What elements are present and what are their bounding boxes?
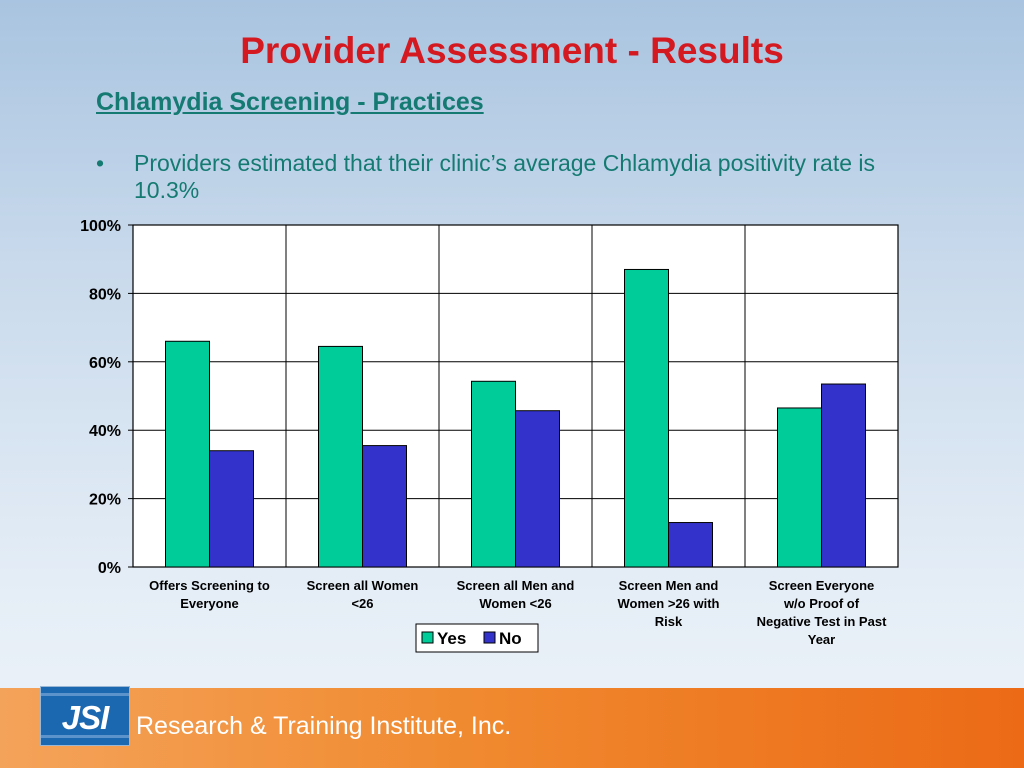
y-tick-label: 40% <box>89 423 121 440</box>
slide-title: Provider Assessment - Results <box>240 30 784 71</box>
legend <box>415 623 539 653</box>
y-tick-label: 80% <box>89 286 121 303</box>
bar-yes-1 <box>165 340 210 568</box>
x-tick-label: Screen all Women <box>307 578 419 593</box>
bar-no-4 <box>668 522 713 568</box>
x-tick-label: <26 <box>351 596 373 611</box>
bullet-marker: • <box>96 150 105 176</box>
logo-text: JSI <box>61 699 110 736</box>
bar-yes-5 <box>777 407 822 568</box>
legend-swatch-yes <box>421 631 434 644</box>
footer-band <box>0 688 1024 768</box>
x-tick-label: Year <box>808 632 835 647</box>
x-tick-label: w/o Proof of <box>783 596 860 611</box>
x-tick-label: Screen Everyone <box>769 578 875 593</box>
bar-no-3 <box>515 410 560 568</box>
x-tick-label: Negative Test in Past <box>757 614 887 629</box>
bar-no-5 <box>821 383 866 568</box>
jsi-logo: JSI <box>40 686 130 746</box>
x-tick-label: Women >26 with <box>618 596 720 611</box>
bar-yes-3 <box>471 380 516 568</box>
institute-name: Research & Training Institute, Inc. <box>136 712 512 740</box>
y-tick-label: 0% <box>98 560 121 577</box>
y-tick-label: 100% <box>80 218 121 235</box>
y-tick-label: 60% <box>89 355 121 372</box>
x-tick-label: Screen Men and <box>619 578 719 593</box>
bar-yes-2 <box>318 345 363 568</box>
x-tick-label: Screen all Men and <box>457 578 575 593</box>
bar-yes-4 <box>624 268 669 568</box>
slide-subtitle: Chlamydia Screening - Practices <box>96 88 484 116</box>
bullet-item: • Providers estimated that their clinic’… <box>96 150 916 204</box>
legend-label-yes: Yes <box>437 629 466 648</box>
bar-no-1 <box>209 450 254 568</box>
bar-chart: 0% 20% 40% 60% 80% 100% Offers Screening to Eve… <box>80 218 899 653</box>
x-tick-label: Everyone <box>180 596 239 611</box>
x-tick-label: Women <26 <box>479 596 551 611</box>
y-tick-label: 20% <box>89 492 121 509</box>
x-tick-label: Offers Screening to <box>149 578 270 593</box>
bar-no-2 <box>362 445 407 568</box>
legend-label-no: No <box>499 629 522 648</box>
x-tick-label: Risk <box>655 614 683 629</box>
legend-swatch-no <box>483 631 496 644</box>
bullet-text: Providers estimated that their clinic’s … <box>134 150 875 203</box>
